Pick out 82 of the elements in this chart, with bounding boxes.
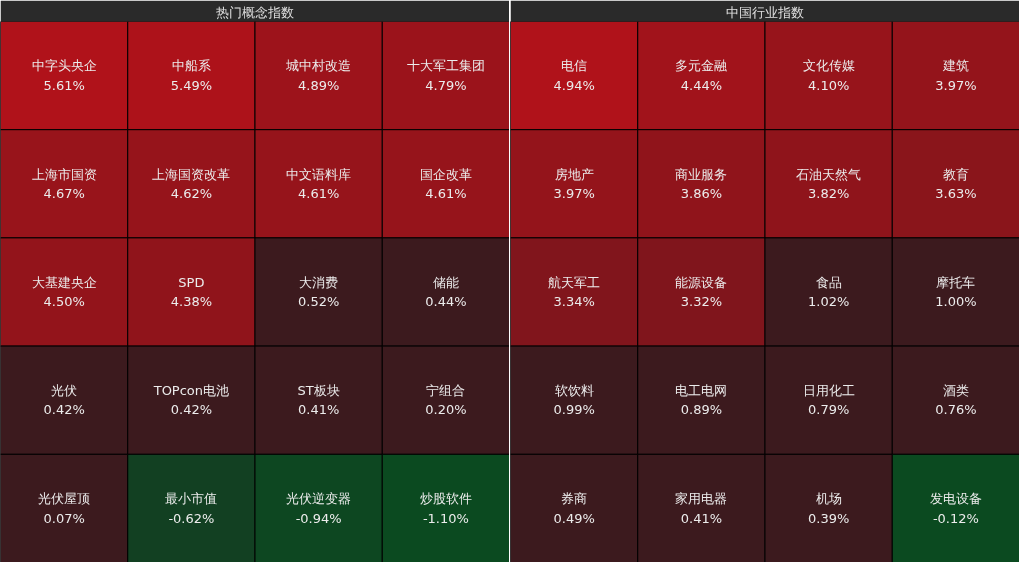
data-label: -0.94% [295, 510, 342, 526]
data-label: 4.67% [43, 186, 85, 202]
category-label: ST板块 [297, 382, 340, 398]
category-label: 中字头央企 [31, 58, 97, 74]
data-label: 0.41% [297, 402, 340, 418]
category-label: 中船系 [171, 58, 211, 74]
data-label: 4.79% [425, 77, 467, 93]
data-label: 3.32% [680, 294, 723, 310]
data-label: 4.62% [170, 186, 213, 202]
data-label: 0.39% [807, 510, 850, 526]
category-label: 建筑 [941, 58, 969, 74]
category-label: 中文语料库 [286, 166, 352, 182]
category-label: 电信 [561, 58, 588, 74]
data-label: -0.12% [932, 510, 979, 526]
data-label: 0.99% [553, 402, 595, 418]
data-label: 0.79% [807, 402, 850, 418]
data-label: 0.49% [553, 510, 595, 526]
category-label: 国企改革 [419, 166, 472, 182]
data-label: 0.76% [935, 402, 977, 418]
category-label: 大消费 [299, 274, 339, 290]
data-label: -1.10% [422, 510, 469, 526]
category-label: 酒类 [942, 382, 969, 398]
data-label: 5.49% [170, 77, 213, 93]
category-label: 券商 [561, 491, 588, 507]
category-label: 教育 [942, 166, 969, 182]
data-label: 5.61% [43, 77, 85, 93]
data-label: 0.44% [425, 294, 467, 310]
text: 中国行业指数 [726, 4, 804, 20]
category-label: 机场 [815, 491, 842, 507]
category-label: 最小市值 [165, 491, 218, 507]
data-label: 0.42% [43, 402, 85, 418]
category-label: 炒股软件 [419, 491, 472, 507]
data-label: 3.63% [935, 186, 977, 202]
data-label: 4.89% [297, 77, 340, 93]
category-label: 宁组合 [426, 382, 466, 398]
category-label: 城中村改造 [285, 58, 352, 74]
data-label: 3.82% [807, 186, 850, 202]
data-label: 4.94% [553, 77, 595, 93]
category-label: TOPcon电池 [152, 382, 230, 398]
data-label: -0.62% [168, 510, 215, 526]
category-label: 文化传媒 [802, 58, 855, 74]
category-label: 多元金融 [675, 58, 728, 74]
data-label: 0.20% [425, 402, 467, 418]
data-label: 3.86% [680, 186, 723, 202]
data-label: 4.38% [170, 294, 213, 310]
data-label: 4.61% [425, 186, 467, 202]
data-label: 3.34% [553, 294, 595, 310]
category-label: 上海市国资 [31, 166, 97, 182]
category-label: 光伏屋顶 [38, 491, 91, 507]
category-label: 房地产 [554, 166, 594, 182]
data-label: 3.97% [935, 77, 977, 93]
data-label: 0.07% [43, 510, 85, 526]
data-label: 1.00% [935, 294, 977, 310]
category-label: 能源设备 [675, 274, 728, 290]
data-label: 4.44% [680, 77, 723, 93]
category-label: 电工电网 [675, 382, 728, 398]
category-label: 储能 [432, 274, 459, 290]
data-label: 0.41% [680, 510, 723, 526]
category-label: SPD [178, 274, 205, 290]
category-label: 摩托车 [936, 274, 976, 290]
data-label: 4.61% [297, 186, 340, 202]
category-label: 光伏逆变器 [286, 491, 352, 507]
data-label: 0.52% [297, 294, 340, 310]
category-label: 软饮料 [554, 382, 594, 398]
category-label: 商业服务 [675, 166, 728, 182]
text: 热门概念指数 [216, 4, 294, 20]
data-label: 4.50% [43, 294, 85, 310]
category-label: 发电设备 [929, 491, 982, 507]
data-label: 0.89% [680, 402, 723, 418]
data-label: 0.42% [170, 402, 213, 418]
category-label: 家用电器 [675, 491, 728, 507]
data-label: 1.02% [807, 294, 850, 310]
category-label: 大基建央企 [31, 274, 97, 290]
data-label: 4.10% [807, 77, 850, 93]
category-label: 十大军工集团 [406, 58, 485, 74]
category-label: 食品 [815, 274, 842, 290]
category-label: 日用化工 [802, 382, 855, 398]
category-label: 航天军工 [548, 274, 601, 290]
category-label: 石油天然气 [796, 166, 862, 182]
category-label: 光伏 [51, 382, 78, 398]
category-label: 上海国资改革 [152, 166, 231, 182]
data-label: 3.97% [553, 186, 595, 202]
